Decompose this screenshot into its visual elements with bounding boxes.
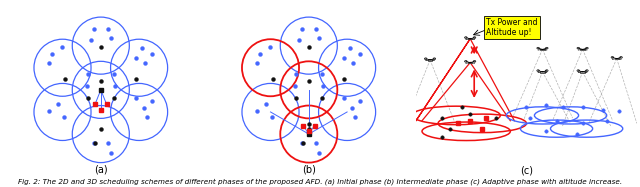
Bar	[428, 59, 432, 61]
Bar	[540, 71, 545, 73]
Text: (c): (c)	[520, 166, 533, 176]
Bar	[540, 49, 545, 50]
Bar	[614, 58, 619, 59]
Bar	[468, 62, 472, 63]
Bar	[468, 38, 472, 39]
Bar	[580, 49, 585, 50]
Bar	[580, 71, 585, 73]
Text: Tx Power and
Altitude up!: Tx Power and Altitude up!	[486, 18, 538, 37]
Text: (b): (b)	[302, 165, 316, 175]
Text: Fig. 2: The 2D and 3D scheduling schemes of different phases of the proposed AFD: Fig. 2: The 2D and 3D scheduling schemes…	[18, 179, 622, 185]
Text: (a): (a)	[94, 165, 108, 175]
